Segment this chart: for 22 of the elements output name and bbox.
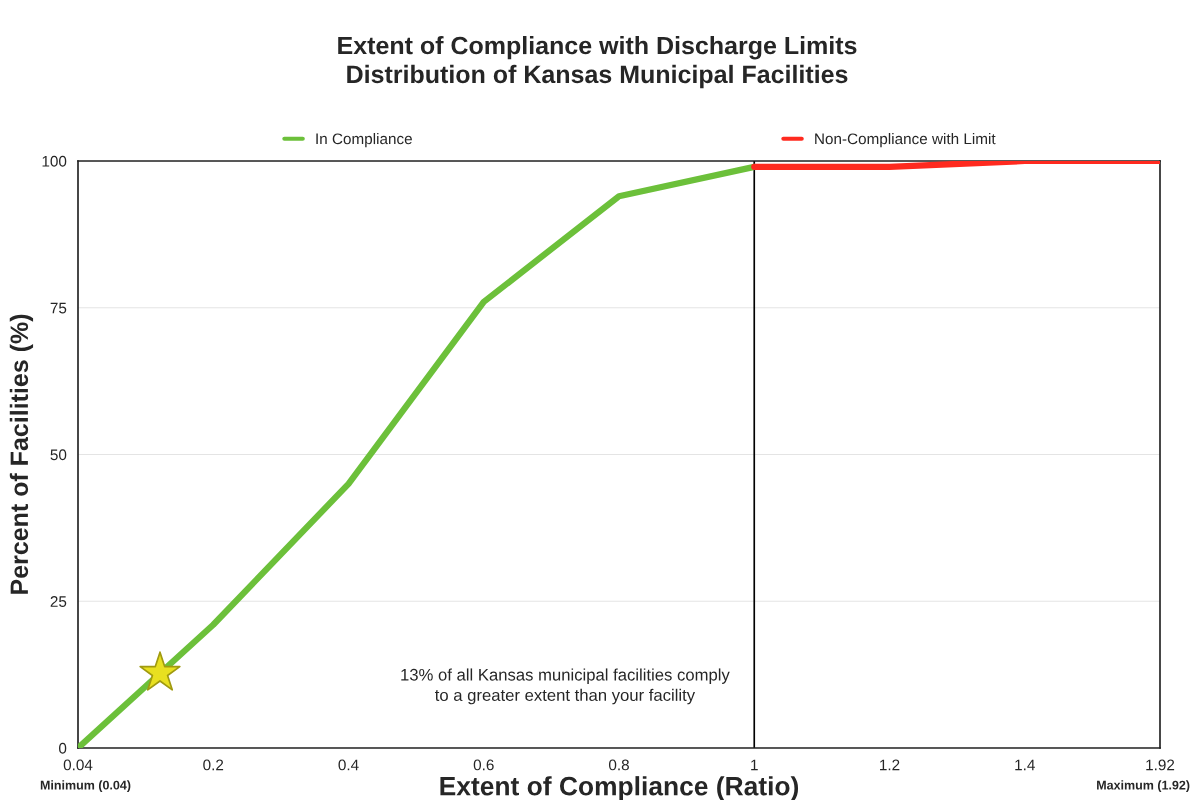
y-axis-title: Percent of Facilities (%): [9, 314, 34, 594]
x-tick-label: 1.92: [1146, 759, 1175, 771]
y-tick-label: 100: [42, 155, 67, 167]
x-tick-label: 1.2: [880, 759, 900, 771]
text: Minimum (0.04): [40, 780, 131, 792]
x-tick-label: 0.8: [608, 759, 629, 771]
x-tick-label: 0.6: [473, 759, 494, 771]
x-tick-label: 0.2: [203, 759, 224, 771]
legend-label: In Compliance: [316, 133, 412, 148]
y-tick-label: 50: [50, 449, 67, 461]
legend-label: Non-Compliance with Limit: [815, 133, 996, 148]
x-tick-label: 1.4: [1015, 759, 1035, 771]
text: Maximum (1.92): [1097, 780, 1190, 792]
x-tick-label: 0.04: [63, 759, 93, 771]
chart-title: Extent of Compliance with Discharge Limits Distribution of Kansas Municipal Facilities: [338, 36, 857, 89]
annotation: 13% of all Kansas municipal facilities comply to a greater extent than your facility: [401, 668, 730, 705]
x-tick-label: 0.4: [338, 759, 359, 771]
x-tick-label: 1: [751, 759, 758, 771]
x-axis-title: Extent of Compliance (Ratio): [440, 776, 799, 800]
y-tick-label: 0: [58, 742, 67, 754]
y-tick-label: 25: [50, 596, 67, 607]
y-tick-label: 75: [50, 302, 67, 314]
